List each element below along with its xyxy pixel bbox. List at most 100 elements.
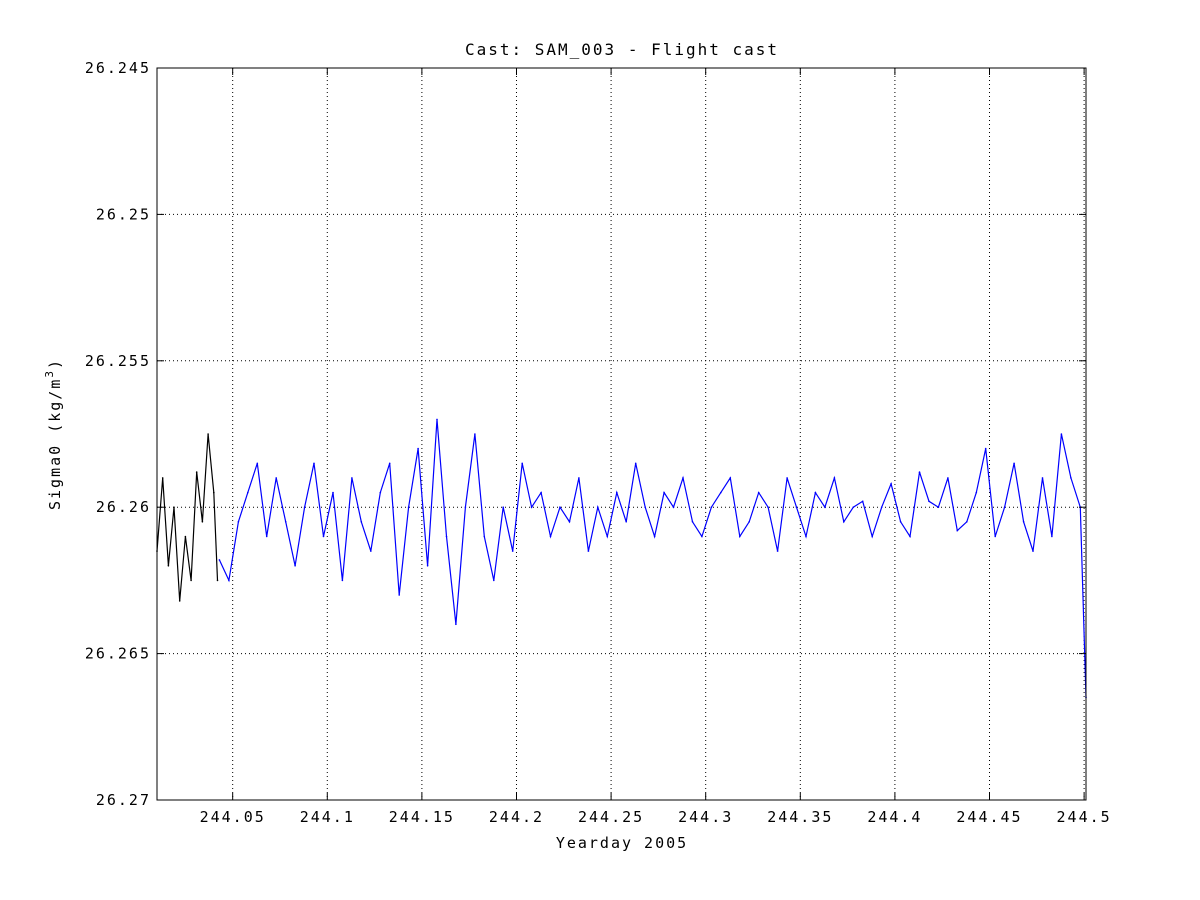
data-point (890, 483, 892, 485)
axis-ticks (157, 67, 1086, 801)
data-point (493, 579, 495, 582)
data-point (814, 491, 817, 494)
y-tick-label: 26.26 (96, 498, 151, 516)
data-point (303, 506, 306, 509)
data-point (947, 477, 949, 479)
y-tick-labels: 26.245 26.25 26.255 26.26 26.265 26.27 (85, 59, 151, 809)
data-point (805, 535, 807, 538)
data-point (216, 579, 219, 582)
data-point (918, 471, 921, 473)
data-point (909, 535, 911, 538)
data-point (167, 565, 170, 567)
data-point (483, 535, 486, 538)
data-point (161, 477, 164, 479)
data-point (928, 500, 930, 503)
y-axis-label: Sigma0 (kg/m3) (43, 358, 64, 510)
data-point (540, 491, 542, 494)
data-point (1003, 506, 1006, 509)
data-point (984, 447, 987, 450)
data-point (360, 521, 363, 523)
data-point (729, 477, 732, 479)
data-point (994, 535, 996, 538)
x-tick-label: 244.35 (767, 808, 833, 826)
x-tick-label: 244.15 (389, 808, 455, 826)
data-point (341, 579, 344, 582)
data-point (207, 433, 209, 435)
x-tick-label: 244.2 (489, 808, 544, 826)
data-point (398, 594, 401, 596)
data-point (606, 535, 609, 538)
y-axis-label-main: Sigma0 (kg/m (46, 378, 64, 510)
data-point (388, 462, 391, 465)
data-point (1070, 477, 1072, 479)
data-point (1032, 550, 1034, 552)
data-point (313, 462, 315, 465)
data-point (445, 535, 448, 538)
y-tick-label: 26.27 (96, 791, 151, 809)
data-point (824, 506, 826, 509)
data-point (178, 600, 181, 602)
data-point (833, 477, 836, 479)
data-point (218, 559, 221, 561)
data-point (852, 506, 855, 509)
data-point (861, 500, 864, 503)
data-point (1060, 433, 1063, 435)
data-point (767, 506, 769, 509)
data-point (568, 521, 571, 523)
data-point (322, 535, 325, 538)
data-point (672, 506, 675, 509)
data-point (871, 535, 873, 538)
x-tick-label: 244.5 (1057, 808, 1112, 826)
data-point (332, 491, 334, 494)
x-tick-label: 244.4 (867, 808, 922, 826)
data-point (1041, 477, 1044, 479)
x-tick-label: 244.3 (678, 808, 733, 826)
data-point (530, 506, 533, 509)
data-point (256, 462, 259, 465)
data-point (597, 506, 599, 509)
data-point (701, 535, 703, 538)
data-point (284, 521, 287, 523)
data-point (653, 535, 656, 538)
x-tick-label: 244.25 (578, 808, 644, 826)
data-point (228, 579, 230, 582)
x-tick-label: 244.05 (200, 808, 266, 826)
data-point (691, 521, 694, 523)
y-axis-label-end: ) (46, 358, 64, 369)
y-axis-label-superscript: 3 (43, 369, 56, 378)
data-point (190, 579, 192, 582)
data-point (776, 550, 779, 552)
data-point (956, 529, 959, 532)
data-point (464, 506, 467, 509)
data-point (370, 550, 372, 552)
data-point (1051, 535, 1053, 538)
x-axis-label: Yearday 2005 (556, 834, 688, 852)
data-point (843, 521, 845, 523)
data-point (625, 521, 627, 523)
x-tick-labels: 244.05 244.1 244.15 244.2 244.25 244.3 244.35 2… (200, 808, 1112, 826)
data-point (710, 506, 713, 509)
data-point (587, 550, 590, 552)
data-point (195, 471, 198, 473)
data-point (966, 521, 968, 523)
y-tick-label: 26.265 (85, 645, 151, 663)
data-point (937, 506, 940, 509)
data-point (880, 506, 883, 509)
data-point (549, 535, 552, 538)
y-tick-label: 26.255 (85, 352, 151, 370)
y-tick-label: 26.245 (85, 59, 151, 77)
data-point (265, 535, 268, 538)
data-point (351, 477, 353, 479)
data-point (899, 521, 902, 523)
data-point (616, 491, 618, 494)
data-point (578, 477, 580, 479)
data-point (213, 491, 215, 494)
data-point (521, 462, 523, 465)
data-point (407, 506, 410, 509)
data-point (173, 506, 175, 509)
data-point (663, 491, 665, 494)
data-point (1013, 462, 1015, 465)
data-point (1022, 521, 1025, 523)
